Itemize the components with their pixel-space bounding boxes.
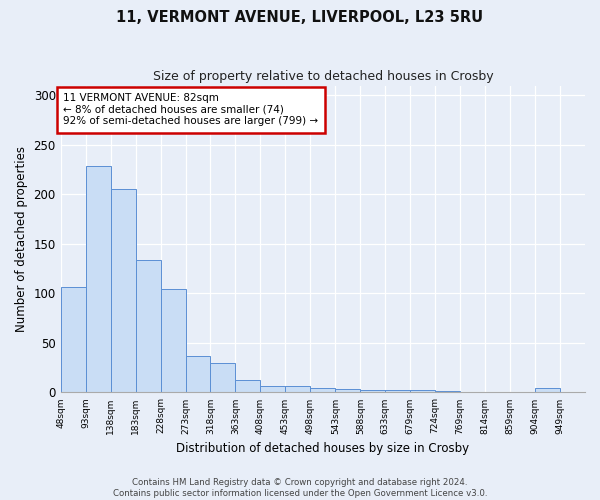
Text: Contains HM Land Registry data © Crown copyright and database right 2024.
Contai: Contains HM Land Registry data © Crown c… (113, 478, 487, 498)
X-axis label: Distribution of detached houses by size in Crosby: Distribution of detached houses by size … (176, 442, 469, 455)
Bar (310, 388, 335, 392)
Bar (410, 390, 435, 392)
Bar (86, 166, 110, 392)
Bar (136, 260, 161, 392)
Text: 11, VERMONT AVENUE, LIVERPOOL, L23 5RU: 11, VERMONT AVENUE, LIVERPOOL, L23 5RU (116, 10, 484, 25)
Bar (286, 386, 310, 392)
Bar (161, 290, 185, 393)
Bar (535, 388, 560, 392)
Text: 11 VERMONT AVENUE: 82sqm
← 8% of detached houses are smaller (74)
92% of semi-de: 11 VERMONT AVENUE: 82sqm ← 8% of detache… (63, 93, 319, 126)
Bar (211, 362, 235, 392)
Bar (110, 190, 136, 392)
Bar (260, 386, 286, 392)
Bar (360, 390, 385, 392)
Bar (385, 390, 410, 392)
Bar (61, 288, 86, 393)
Title: Size of property relative to detached houses in Crosby: Size of property relative to detached ho… (152, 70, 493, 83)
Y-axis label: Number of detached properties: Number of detached properties (15, 146, 28, 332)
Bar (185, 356, 211, 393)
Bar (235, 380, 260, 392)
Bar (335, 390, 360, 392)
